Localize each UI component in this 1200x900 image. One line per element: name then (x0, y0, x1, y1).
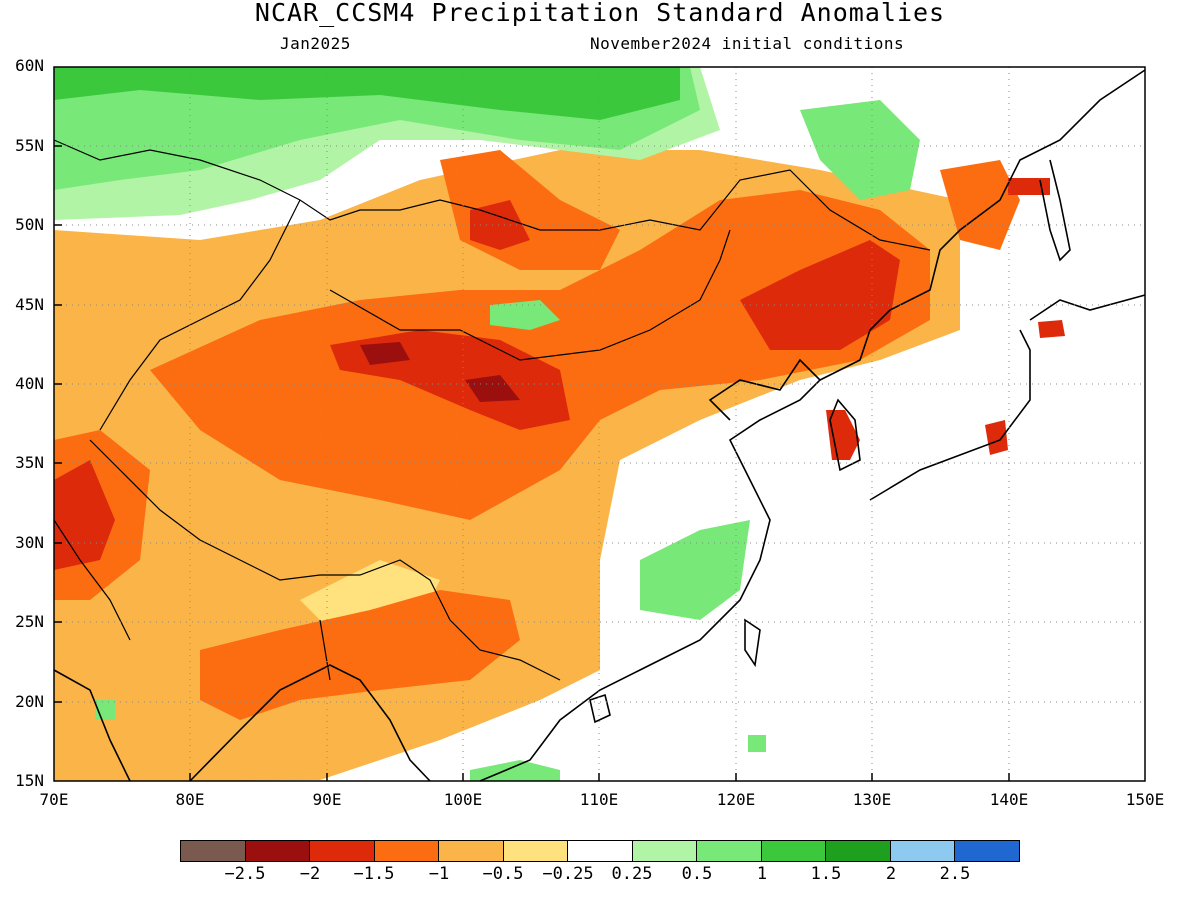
gridlines (54, 67, 1145, 781)
legend-swatch-orange (374, 841, 440, 861)
lon-label-120e: 120E (716, 790, 756, 809)
wet-region-green-taiwan (748, 735, 766, 752)
legend-swatch-darkgreen (826, 841, 891, 861)
lon-label-150e: 150E (1125, 790, 1165, 809)
legend-label: 0.25 (611, 864, 653, 884)
legend-label: −1.5 (353, 864, 395, 884)
dry-core-red-sakhalin (1008, 178, 1050, 195)
legend-label: −2.5 (224, 864, 266, 884)
legend-swatch-brown (181, 841, 246, 861)
lon-label-90e: 90E (312, 790, 342, 809)
lat-label-30n: 30N (15, 533, 44, 552)
dry-core-red-japan (985, 420, 1008, 455)
dry-core-red-hokkaido (1038, 320, 1065, 338)
dry-core-darkred-a (360, 342, 410, 365)
legend-label: −0.5 (482, 864, 524, 884)
legend-label: 0.5 (681, 864, 713, 884)
legend-swatch-green (761, 841, 827, 861)
dry-core-red-baikal (470, 200, 530, 250)
dry-core-red-northeast (740, 240, 900, 350)
coastlines (53, 69, 1146, 782)
legend-label: 2 (885, 864, 897, 884)
wet-region-green-mongolia (490, 300, 560, 330)
legend-swatch-lightorange (439, 841, 504, 861)
wet-region-green-east (800, 100, 920, 200)
dry-region-darkorange-south (200, 590, 520, 720)
country-borders (53, 139, 931, 681)
legend-swatch-blue (955, 841, 1019, 861)
legend-swatch-yellow (503, 841, 569, 861)
legend-label: 1.5 (810, 864, 842, 884)
dry-core-darkred-b (465, 375, 520, 402)
lat-label-40n: 40N (15, 374, 44, 393)
legend-swatch-lightblue (890, 841, 956, 861)
lat-label-60n: 60N (15, 56, 44, 75)
lon-label-70e: 70E (39, 790, 69, 809)
legend-swatch-lightgreen (697, 841, 762, 861)
map-title: NCAR_CCSM4 Precipitation Standard Anomal… (254, 0, 946, 27)
legend-swatch-white (568, 841, 633, 861)
lat-label-45n: 45N (15, 295, 44, 314)
color-scale-legend (180, 840, 1020, 862)
legend-swatch-red (310, 841, 375, 861)
lon-label-110e: 110E (579, 790, 619, 809)
lat-label-55n: 55N (15, 136, 44, 155)
dry-region-darkorange-main (150, 190, 930, 520)
axis-ticks (54, 145, 1010, 781)
legend-swatch-darkred (245, 841, 311, 861)
legend-label: −1 (428, 864, 450, 884)
lat-label-50n: 50N (15, 215, 44, 234)
legend-label: −2 (299, 864, 321, 884)
lat-label-20n: 20N (15, 692, 44, 711)
anomaly-fields (54, 67, 1145, 781)
forecast-month: Jan2025 (280, 34, 351, 53)
lat-label-25n: 25N (15, 612, 44, 631)
lon-label-100e: 100E (443, 790, 483, 809)
lon-label-80e: 80E (175, 790, 205, 809)
wet-region-darkgreen-north (54, 67, 680, 120)
wet-region-green-southchina (640, 520, 750, 620)
legend-swatch-palegreen (632, 841, 698, 861)
lat-label-15n: 15N (15, 771, 44, 790)
legend-label: 1 (756, 864, 768, 884)
dry-region-darkorange-ne (940, 160, 1020, 250)
lon-label-140e: 140E (989, 790, 1029, 809)
lat-label-35n: 35N (15, 453, 44, 472)
legend-label: −0.25 (542, 864, 594, 884)
dry-core-red-korea (826, 410, 860, 460)
legend-label: 2.5 (939, 864, 971, 884)
initial-conditions-label: November2024 initial conditions (590, 34, 905, 53)
lon-label-130e: 130E (852, 790, 892, 809)
